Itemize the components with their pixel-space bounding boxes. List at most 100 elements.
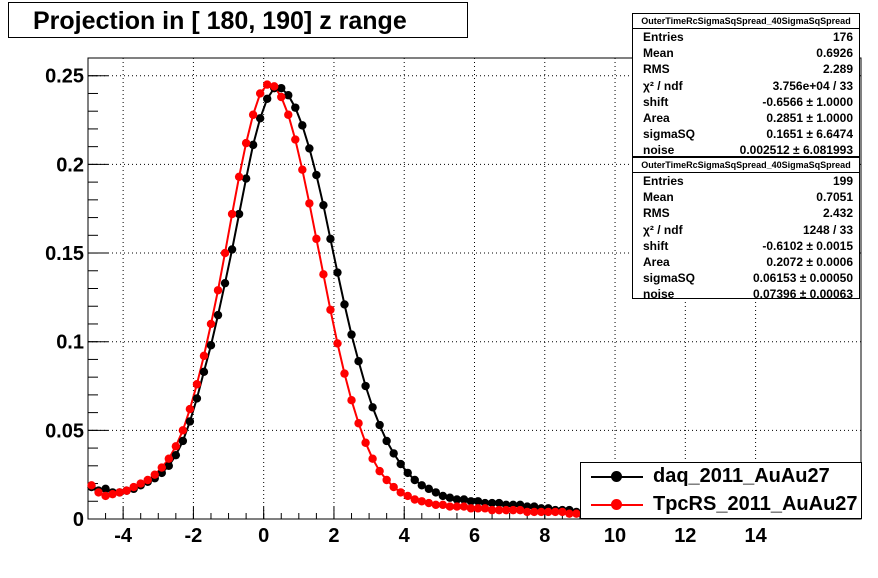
data-point-tpcrs — [452, 502, 462, 511]
data-point-tpcrs — [544, 507, 553, 517]
stats-value: 0.7051 — [816, 190, 853, 205]
data-point-daq — [340, 300, 349, 309]
stats-row: sigmaSQ 0.1651 ± 6.6474 — [633, 126, 859, 142]
y-tick-label: 0.1 — [56, 332, 84, 354]
stats-row: χ² / ndf 3.756e+04 / 33 — [633, 78, 859, 94]
stats-row: Mean 0.7051 — [633, 189, 859, 205]
data-point-tpcrs — [312, 234, 321, 244]
data-point-daq — [403, 468, 412, 478]
data-point-tpcrs — [565, 509, 574, 518]
data-point-daq — [262, 94, 272, 103]
data-point-daq — [459, 495, 469, 504]
data-point-tpcrs — [354, 419, 363, 428]
stats-value: -0.6102 ± 0.0015 — [762, 238, 853, 253]
stats-row: RMS 2.432 — [633, 205, 859, 221]
data-point-tpcrs — [431, 500, 441, 510]
stats-key: χ² / ndf — [643, 222, 683, 237]
stats-value: 3.756e+04 / 33 — [772, 78, 853, 93]
data-point-tpcrs — [459, 502, 469, 511]
data-point-tpcrs — [480, 504, 490, 513]
data-point-daq — [178, 436, 188, 446]
stats-value: 199 — [832, 174, 853, 188]
data-point-daq — [185, 417, 195, 426]
stats-value: 2.289 — [822, 62, 853, 77]
legend-marker-icon — [611, 471, 622, 482]
data-point-daq — [101, 484, 110, 494]
stats-key: RMS — [643, 206, 670, 221]
data-point-tpcrs — [277, 92, 286, 102]
data-point-tpcrs — [410, 495, 419, 504]
data-point-tpcrs — [150, 470, 159, 479]
stats-value: -0.6566 ± 1.0000 — [762, 94, 853, 109]
data-point-tpcrs — [347, 396, 356, 405]
data-point-tpcrs — [220, 248, 230, 258]
data-point-tpcrs — [537, 507, 546, 517]
legend-label: daq_2011_AuAu27 — [653, 465, 830, 487]
data-point-tpcrs — [333, 339, 342, 348]
data-point-tpcrs — [227, 209, 237, 219]
stats-title: OuterTimeRcSigmaSqSpread_40SigmaSqSpread — [633, 14, 859, 29]
data-point-tpcrs — [473, 504, 483, 513]
y-tick-label: 0.15 — [45, 243, 84, 265]
data-point-tpcrs — [129, 482, 138, 492]
data-point-tpcrs — [487, 505, 497, 515]
data-point-tpcrs — [515, 505, 525, 515]
data-point-daq — [368, 403, 377, 412]
data-point-tpcrs — [530, 507, 539, 517]
data-point-tpcrs — [270, 82, 279, 91]
stats-value: 0.6926 — [816, 46, 853, 61]
data-point-tpcrs — [368, 454, 377, 463]
data-point-tpcrs — [298, 165, 307, 174]
data-point-tpcrs — [206, 319, 216, 329]
stats-key: Area — [643, 254, 670, 269]
data-point-daq — [438, 491, 448, 501]
data-point-daq — [277, 83, 286, 93]
data-point-daq — [445, 493, 455, 502]
stats-value: 0.1651 ± 6.6474 — [766, 127, 853, 142]
chart-title: Projection in [ 180, 190] z range — [8, 2, 468, 38]
y-tick-label: 0 — [73, 509, 84, 531]
data-point-daq — [241, 174, 251, 183]
data-point-tpcrs — [326, 305, 335, 314]
data-point-tpcrs — [508, 505, 518, 515]
stats-row: Entries 199 — [633, 173, 859, 189]
data-point-daq — [220, 278, 230, 288]
data-point-tpcrs — [101, 491, 110, 501]
data-point-daq — [319, 200, 328, 210]
data-point-tpcrs — [234, 172, 244, 181]
stats-key: Area — [643, 110, 670, 125]
data-point-tpcrs — [178, 426, 188, 435]
data-point-tpcrs — [403, 491, 412, 501]
data-point-daq — [424, 484, 434, 494]
data-point-daq — [213, 310, 223, 320]
data-point-tpcrs — [213, 286, 223, 295]
data-point-tpcrs — [115, 488, 124, 497]
data-point-tpcrs — [396, 488, 405, 497]
data-point-daq — [473, 497, 483, 506]
data-point-tpcrs — [87, 481, 96, 490]
stats-row: sigmaSQ 0.06153 ± 0.00050 — [633, 270, 859, 286]
stats-row: noise 0.002512 ± 6.081993 — [633, 142, 859, 158]
legend-label: TpcRS_2011_AuAu27 — [653, 493, 858, 515]
stats-box-tpcrs: OuterTimeRcSigmaSqSpread_40SigmaSqSpread… — [632, 157, 860, 302]
data-point-daq — [361, 381, 370, 391]
stats-value: 0.07396 ± 0.00063 — [752, 287, 853, 302]
stats-value: 1248 / 33 — [802, 222, 853, 237]
data-point-tpcrs — [143, 475, 152, 485]
data-point-daq — [333, 268, 342, 277]
data-point-tpcrs — [382, 475, 391, 485]
data-point-tpcrs — [445, 502, 455, 511]
data-point-daq — [347, 330, 356, 339]
stats-row: shift -0.6102 ± 0.0015 — [633, 238, 859, 254]
stats-box-daq: OuterTimeRcSigmaSqSpread_40SigmaSqSpread… — [632, 13, 860, 157]
data-point-tpcrs — [248, 110, 258, 119]
data-point-daq — [494, 498, 504, 508]
data-point-tpcrs — [157, 463, 166, 472]
x-tick-label: -2 — [185, 525, 203, 547]
stats-key: χ² / ndf — [643, 78, 683, 93]
stats-row: Area 0.2851 ± 1.0000 — [633, 110, 859, 126]
data-point-daq — [417, 481, 426, 490]
stats-key: RMS — [643, 62, 670, 77]
x-tick-label: 4 — [399, 525, 411, 547]
stats-row: noise 0.07396 ± 0.00063 — [633, 286, 859, 302]
